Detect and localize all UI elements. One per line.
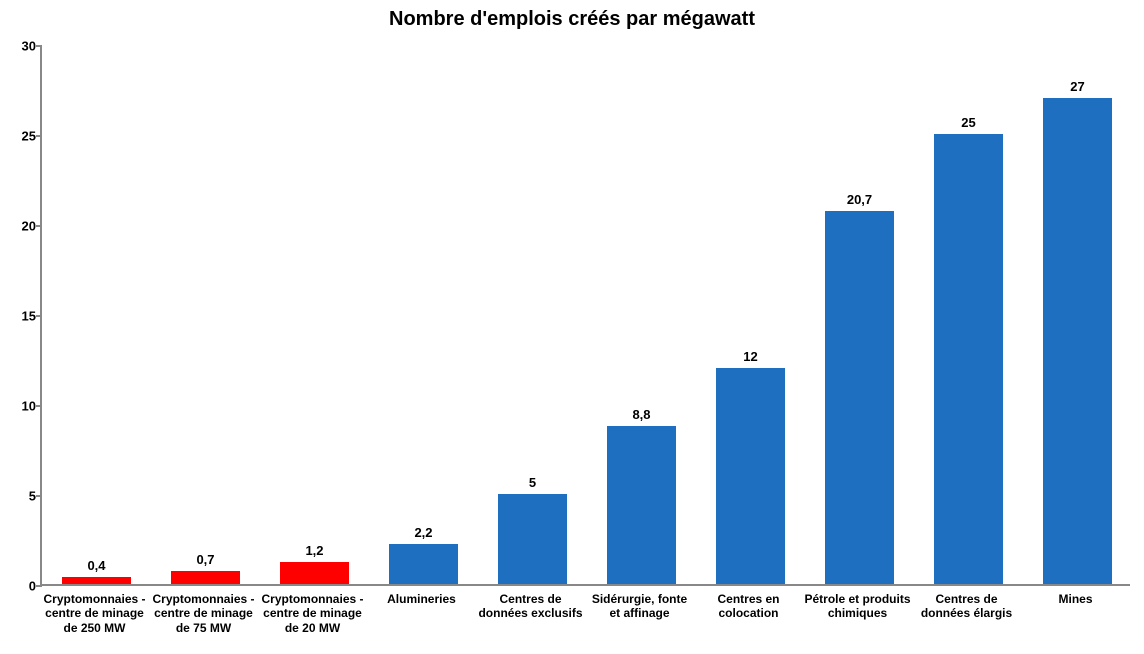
x-category-label: Cryptomonnaies - centre de minage de 250… [40,592,149,635]
bar-slot: 12 [696,46,805,584]
bar [280,562,350,584]
bar-slot: 25 [914,46,1023,584]
bar-value-label: 27 [1001,79,1144,94]
x-category-label: Cryptomonnaies - centre de minage de 75 … [149,592,258,635]
y-tick-label: 15 [6,309,36,324]
bar-value-label: 12 [674,349,827,364]
bar [825,211,895,584]
bar-value-label: 8,8 [565,407,718,422]
bar-slot: 8,8 [587,46,696,584]
x-category-label: Centres de données élargis [912,592,1021,621]
bar-value-label: 20,7 [783,192,936,207]
x-category-label: Centres de données exclusifs [476,592,585,621]
bar-slot: 1,2 [260,46,369,584]
bar-value-label: 5 [456,475,609,490]
y-tick-label: 20 [6,219,36,234]
plot-area: 0,40,71,22,258,81220,72527 [40,46,1130,586]
bar-value-label: 25 [892,115,1045,130]
bar [934,134,1004,584]
y-tick-mark [36,585,42,587]
bar-value-label: 2,2 [347,525,500,540]
bar [171,571,241,584]
bar [716,368,786,584]
bar-chart: 0,40,71,22,258,81220,72527 051015202530C… [40,46,1130,586]
y-tick-label: 5 [6,489,36,504]
bar-value-label: 1,2 [238,543,391,558]
y-tick-label: 10 [6,399,36,414]
bar-slot: 0,7 [151,46,260,584]
x-category-label: Sidérurgie, fonte et affinage [585,592,694,621]
bar-slot: 27 [1023,46,1132,584]
bar [1043,98,1113,584]
bar [62,577,132,584]
x-category-label: Mines [1021,592,1130,606]
x-category-label: Cryptomonnaies - centre de minage de 20 … [258,592,367,635]
y-tick-label: 0 [6,579,36,594]
bar [607,426,677,584]
chart-title: Nombre d'emplois créés par mégawatt [0,8,1144,31]
bar-slot: 2,2 [369,46,478,584]
x-category-label: Pétrole et produits chimiques [803,592,912,621]
x-category-label: Alumineries [367,592,476,606]
y-tick-label: 30 [6,39,36,54]
bar-slot: 0,4 [42,46,151,584]
bar [498,494,568,584]
x-category-label: Centres en colocation [694,592,803,621]
bar-slot: 5 [478,46,587,584]
y-tick-label: 25 [6,129,36,144]
bar [389,544,459,584]
